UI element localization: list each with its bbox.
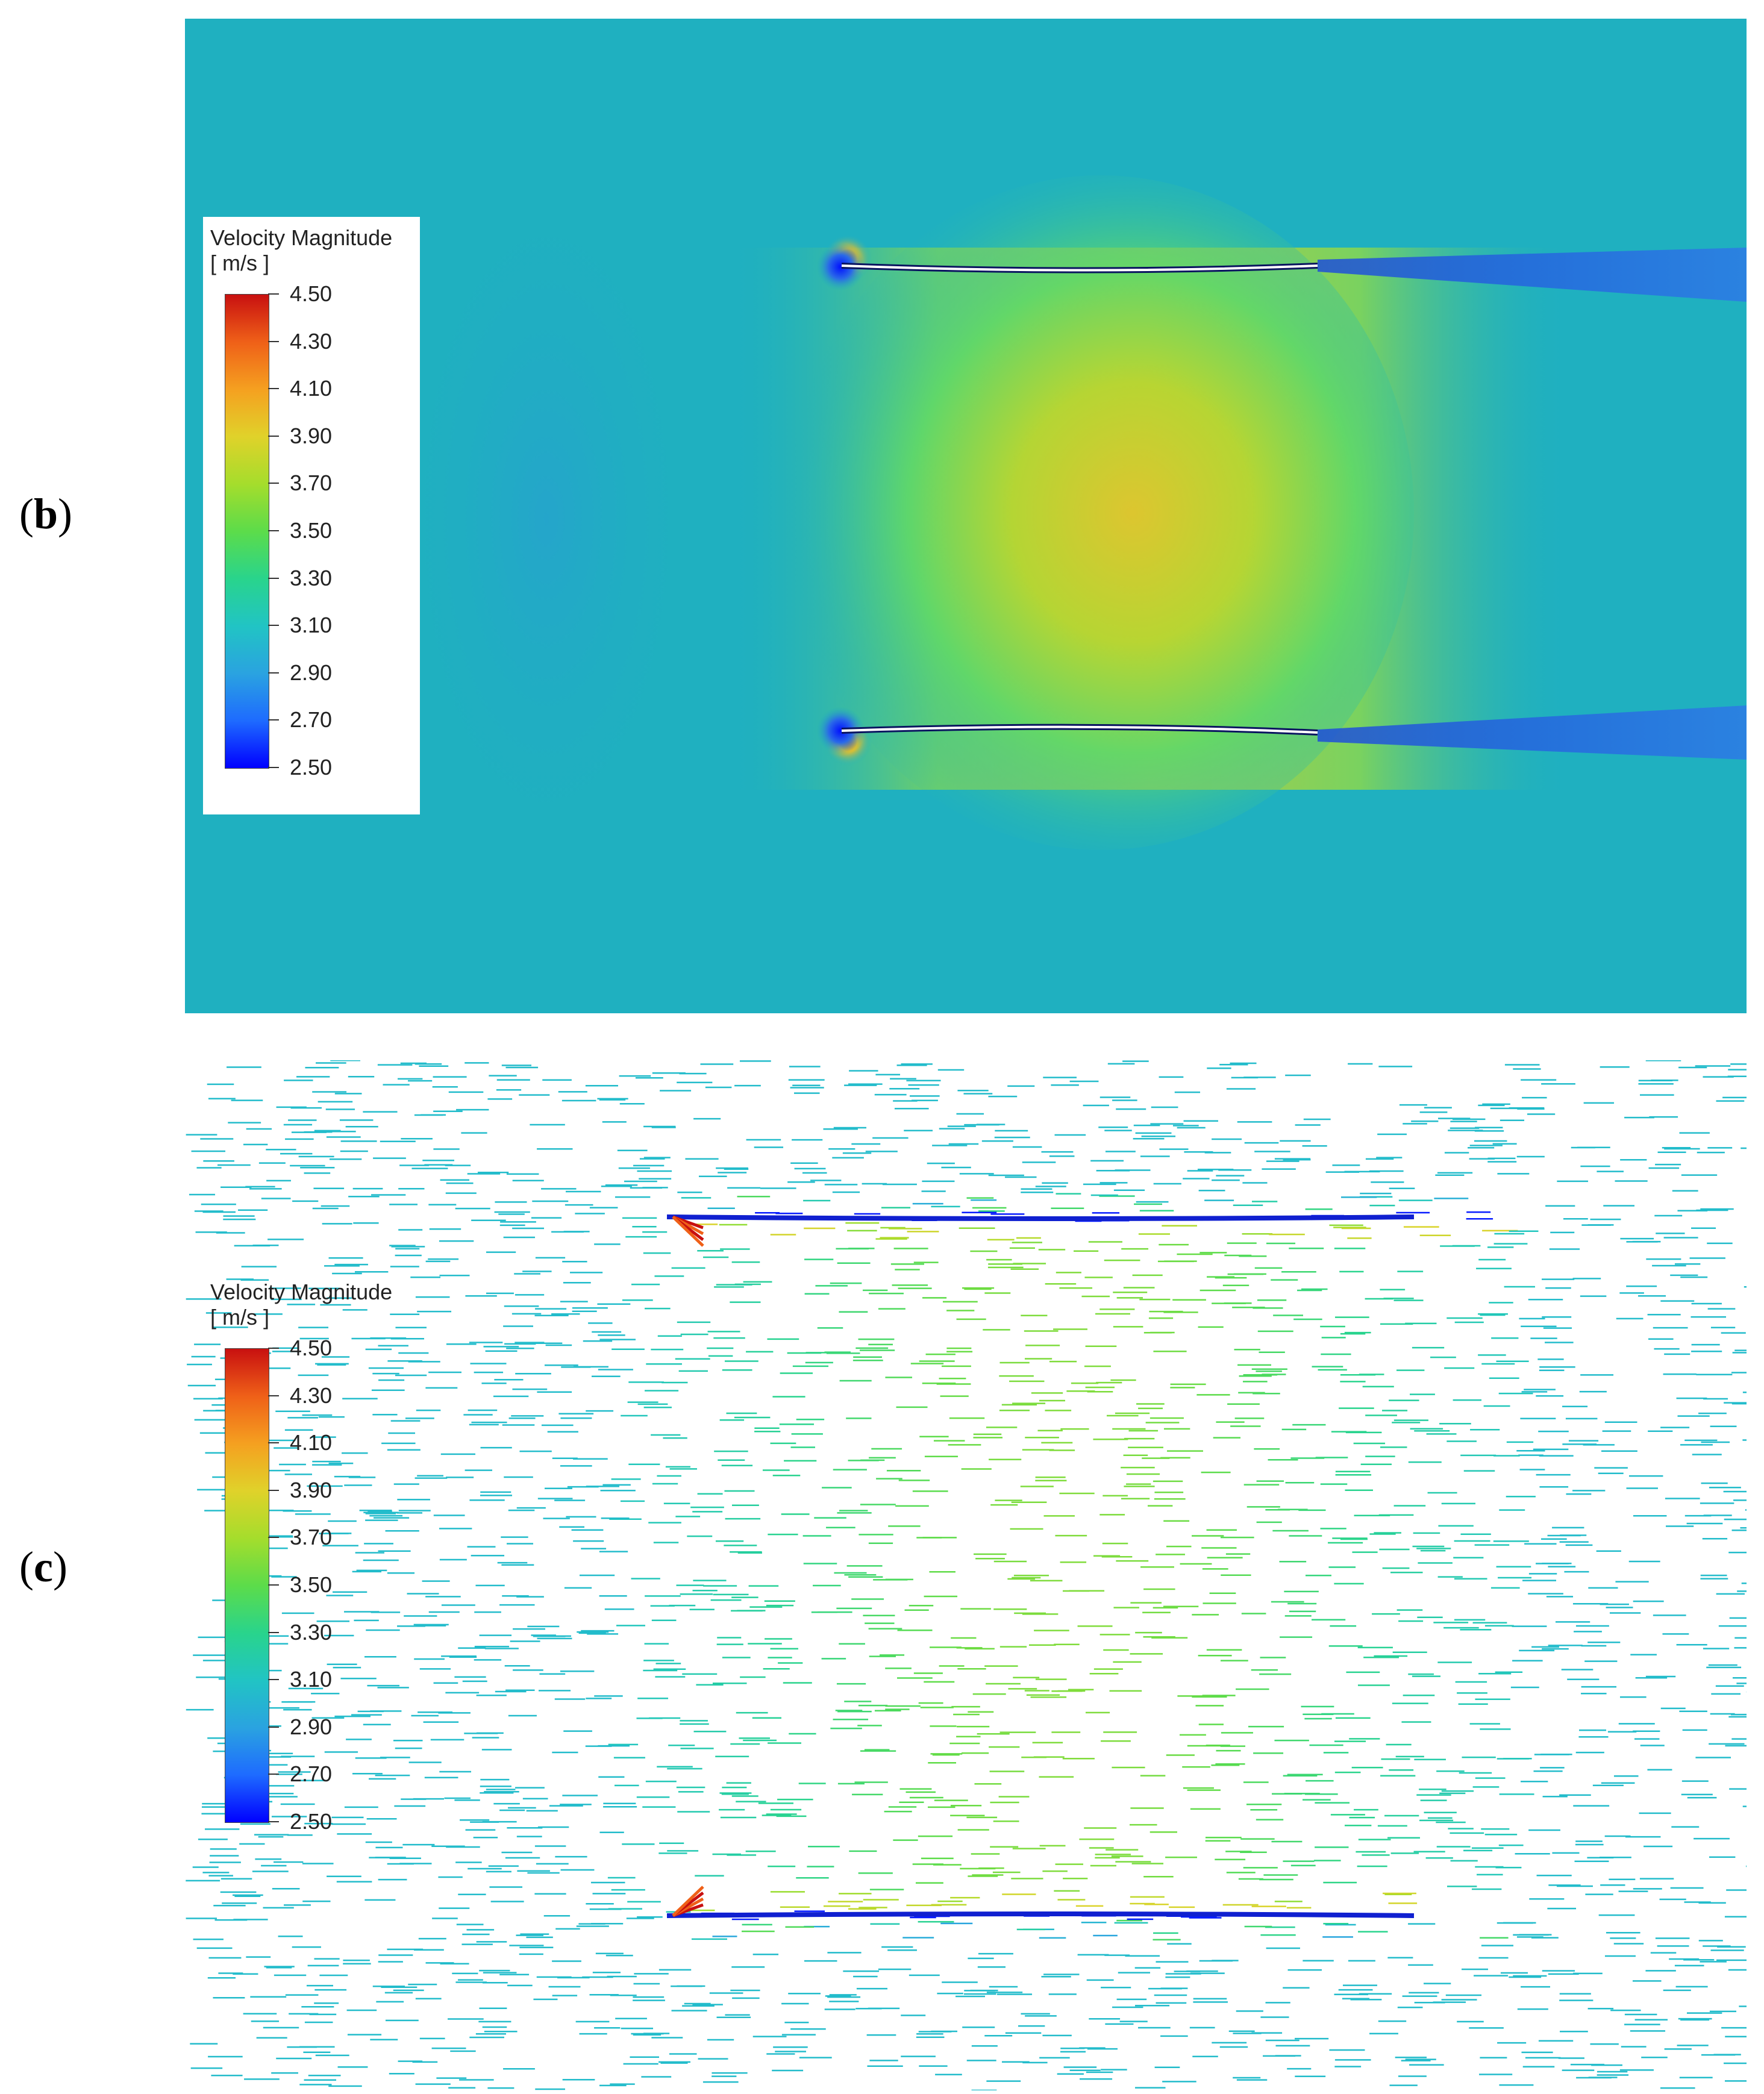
- legend-tick-label: 2.70: [290, 707, 333, 733]
- legend-tick: [268, 1726, 279, 1728]
- legend-tick-label: 2.50: [290, 1809, 333, 1834]
- tip-vector: [672, 1886, 704, 1917]
- legend-tick: [268, 1584, 279, 1586]
- legend-tick: [268, 530, 279, 531]
- plate: [666, 1214, 1415, 1221]
- legend-title: Velocity Magnitude: [210, 1280, 393, 1304]
- legend-tick: [268, 1537, 279, 1539]
- legend-tick: [268, 719, 279, 721]
- legend-tick: [268, 1348, 279, 1349]
- legend-tick: [268, 577, 279, 579]
- legend-c: Velocity Magnitude [ m/s ] 4.50 4.30 4.10 3…: [203, 1271, 420, 1849]
- legend-unit: [ m/s ]: [210, 251, 269, 275]
- legend-tick-label: 3.10: [290, 1667, 333, 1692]
- legend-tick: [268, 672, 279, 674]
- legend-tick-label: 2.70: [290, 1761, 333, 1787]
- legend-tick: [268, 625, 279, 627]
- legend-tick-label: 4.50: [290, 1336, 333, 1360]
- panel-label-c: (c): [19, 1543, 67, 1591]
- legend-tick-label: 3.70: [290, 1525, 333, 1550]
- legend-tick-label: 2.50: [290, 755, 333, 780]
- colorbar: [225, 1348, 269, 1823]
- legend-tick: [268, 1489, 279, 1491]
- legend-b: Velocity Magnitude [ m/s ] 4.50 4.30 4.10 3…: [203, 217, 420, 814]
- legend-tick: [268, 388, 279, 390]
- legend-tick-label: 4.10: [290, 1430, 333, 1455]
- legend-tick-label: 2.90: [290, 1714, 333, 1739]
- legend-tick: [268, 340, 279, 342]
- legend-tick-label: 3.30: [290, 565, 333, 590]
- legend-tick-label: 3.90: [290, 423, 333, 448]
- legend-tick: [268, 1679, 279, 1681]
- legend-tick-label: 3.50: [290, 518, 333, 543]
- legend-tick-label: 2.90: [290, 660, 333, 685]
- velocity-vector-plot: [185, 1060, 1747, 2090]
- legend-tick-label: 4.50: [290, 281, 333, 306]
- legend-tick-label: 3.50: [290, 1572, 333, 1597]
- colorbar: [225, 294, 269, 769]
- velocity-contour-plot: [185, 19, 1747, 1013]
- legend-tick: [268, 1774, 279, 1775]
- legend-tick-label: 4.10: [290, 376, 333, 401]
- legend-tick: [268, 483, 279, 484]
- legend-tick-label: 4.30: [290, 1383, 333, 1408]
- tip-vector: [672, 1216, 704, 1247]
- legend-tick: [268, 767, 279, 768]
- legend-tick: [268, 1442, 279, 1444]
- legend-tick-label: 3.90: [290, 1477, 333, 1502]
- legend-tick: [268, 1631, 279, 1633]
- legend-tick-label: 4.30: [290, 328, 333, 354]
- legend-unit: [ m/s ]: [210, 1305, 269, 1330]
- legend-tick: [268, 293, 279, 295]
- legend-tick-label: 3.70: [290, 470, 333, 496]
- legend-title: Velocity Magnitude: [210, 225, 393, 250]
- legend-tick-label: 3.30: [290, 1619, 333, 1645]
- legend-tick: [268, 1821, 279, 1822]
- legend-tick: [268, 1395, 279, 1396]
- legend-tick: [268, 435, 279, 437]
- legend-tick-label: 3.10: [290, 613, 333, 638]
- plate: [666, 1911, 1415, 1918]
- panel-label-b: (b): [19, 490, 73, 538]
